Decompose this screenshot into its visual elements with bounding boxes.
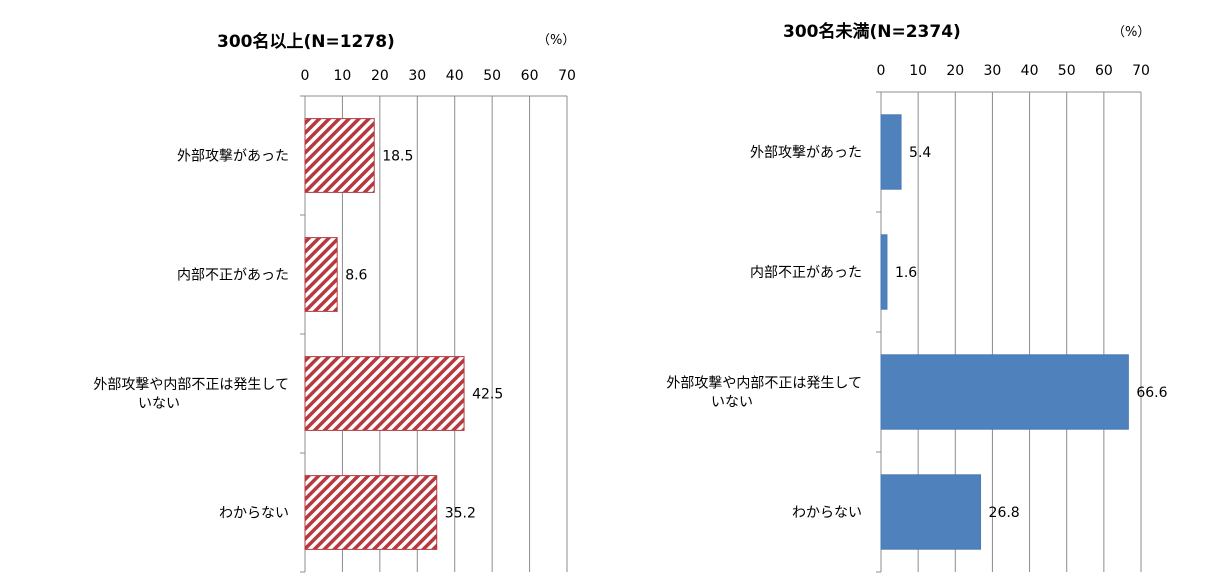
tick-label: 30: [984, 63, 1002, 79]
category-label: いない: [711, 395, 753, 411]
tick-label: 70: [1132, 63, 1150, 79]
data-label: 8.6: [345, 268, 367, 284]
data-label: 66.6: [1136, 385, 1167, 401]
data-label: 18.5: [382, 149, 413, 165]
tick-label: 50: [483, 68, 501, 84]
tick-label: 60: [1095, 63, 1113, 79]
chart-title: 300名未満(N=2374): [783, 21, 961, 42]
category-label: 外部攻撃があった: [177, 149, 289, 165]
data-label: 26.8: [989, 505, 1020, 521]
tick-label: 30: [408, 68, 426, 84]
bar-1: [304, 118, 375, 193]
tick-label: 40: [446, 68, 464, 84]
tick-label: 60: [521, 68, 539, 84]
unit-label: （%）: [1112, 25, 1150, 40]
tick-label: 40: [1021, 63, 1039, 79]
category-label: 外部攻撃があった: [750, 145, 862, 161]
bar-2: [304, 237, 338, 312]
chart-title: 300名以上(N=1278): [217, 31, 395, 52]
chart-1: 300名以上(N=1278) （%） 0 10 20 30 40 50 60 70 18.5 外部攻撃…: [93, 31, 576, 573]
data-label: 1.6: [895, 265, 917, 281]
category-label: わからない: [219, 506, 289, 522]
bar-2: [880, 234, 888, 310]
data-label: 42.5: [472, 387, 503, 403]
data-label: 35.2: [445, 506, 476, 522]
tick-label: 0: [301, 68, 310, 84]
bar-3: [880, 354, 1129, 430]
tick-label: 0: [877, 63, 886, 79]
bar-4: [880, 474, 982, 550]
category-label: 内部不正があった: [750, 265, 862, 281]
category-label: いない: [138, 396, 180, 412]
unit-label: （%）: [537, 33, 575, 48]
bar-4: [304, 475, 438, 550]
tick-label: 20: [371, 68, 389, 84]
category-label: 内部不正があった: [177, 268, 289, 284]
tick-label: 10: [909, 63, 927, 79]
tick-label: 10: [334, 68, 352, 84]
tick-label: 50: [1058, 63, 1076, 79]
tick-label: 70: [558, 68, 576, 84]
category-label: わからない: [792, 505, 862, 521]
bar-3: [304, 356, 465, 431]
tick-label: 20: [946, 63, 964, 79]
bar-1: [880, 114, 902, 190]
data-label: 5.4: [909, 145, 931, 161]
category-label: 外部攻撃や内部不正は発生して: [666, 376, 862, 392]
chart-2: 300名未満(N=2374) （%） 0 10 20 30 40 50 60 70 5.4 外部攻撃が…: [666, 21, 1168, 573]
category-label: 外部攻撃や内部不正は発生して: [93, 377, 289, 393]
